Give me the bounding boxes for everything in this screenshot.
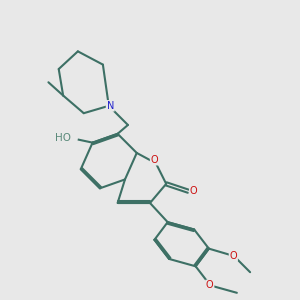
Text: HO: HO (56, 133, 71, 143)
Text: O: O (230, 251, 237, 261)
Text: N: N (106, 101, 114, 111)
Text: O: O (151, 155, 158, 165)
Text: O: O (206, 280, 214, 290)
Text: O: O (190, 186, 197, 196)
